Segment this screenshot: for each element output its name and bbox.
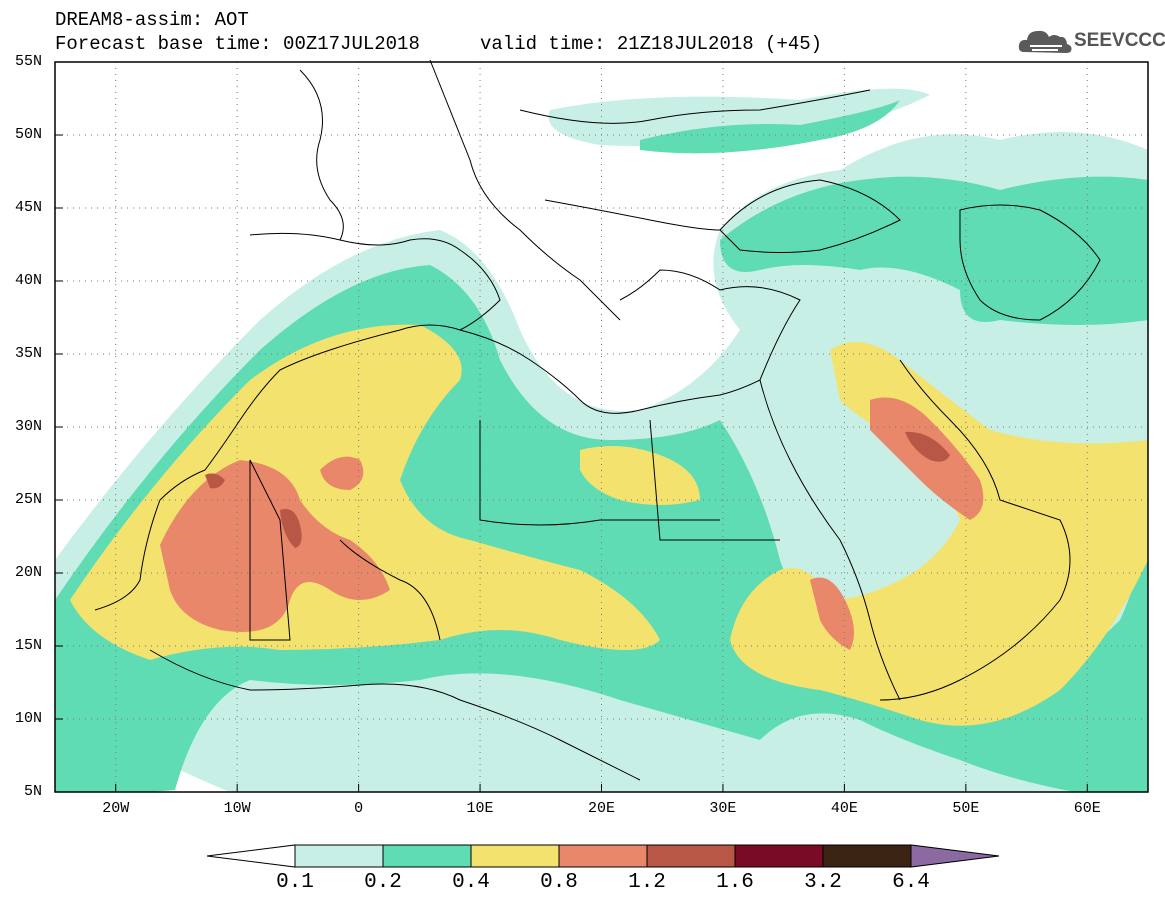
colorbar-swatch bbox=[822, 844, 912, 868]
forecast-base-time: Forecast base time: 00Z17JUL2018 bbox=[55, 33, 420, 55]
colorbar-swatch bbox=[382, 844, 472, 868]
lon-label: 40E bbox=[830, 800, 858, 817]
colorbar-level-label: 0.4 bbox=[452, 871, 490, 894]
lon-label: 0 bbox=[354, 800, 364, 817]
lat-label: 30N bbox=[14, 418, 42, 435]
lat-label: 40N bbox=[14, 272, 42, 289]
lat-label: 25N bbox=[14, 491, 42, 508]
aot-band-0.8-gulf bbox=[870, 397, 984, 520]
aot-band-0.2-north bbox=[640, 100, 900, 154]
aot-band-1.2-sahara bbox=[280, 509, 302, 548]
lat-label: 55N bbox=[14, 53, 42, 70]
valid-time: valid time: 21Z18JUL2018 (+45) bbox=[480, 33, 823, 55]
aot-band-1.2-gulf bbox=[905, 431, 950, 462]
lon-label: 60E bbox=[1073, 800, 1101, 817]
colorbar-swatch bbox=[470, 844, 560, 868]
logo-text: SEEVCCC bbox=[1074, 30, 1165, 51]
colorbar-swatch bbox=[294, 844, 384, 868]
aot-band-0.8-redsea bbox=[810, 577, 854, 650]
lat-lon-grid bbox=[55, 62, 1148, 792]
lat-label: 15N bbox=[14, 637, 42, 654]
colorbar-level-label: 6.4 bbox=[892, 871, 930, 894]
colorbar-high-arrow bbox=[910, 844, 1000, 868]
aot-band-0.1-north bbox=[548, 88, 930, 146]
lat-label: 50N bbox=[14, 126, 42, 143]
cloud-icon bbox=[1018, 30, 1072, 53]
map-title: DREAM8-assim: AOT bbox=[55, 9, 249, 31]
colorbar-level-label: 0.1 bbox=[276, 871, 314, 894]
lon-label: 50E bbox=[952, 800, 980, 817]
aot-band-1.2 bbox=[205, 473, 225, 489]
aot-contours bbox=[55, 88, 1148, 792]
aot-band-0.4-patch bbox=[580, 446, 700, 505]
lat-label: 45N bbox=[14, 199, 42, 216]
lon-label: 10E bbox=[466, 800, 494, 817]
colorbar-level-label: 1.2 bbox=[628, 871, 666, 894]
colorbar-level-label: 3.2 bbox=[804, 871, 842, 894]
colorbar-swatch bbox=[558, 844, 648, 868]
colorbar-low-arrow bbox=[206, 844, 296, 868]
lon-label: 10W bbox=[223, 800, 251, 817]
lat-label: 10N bbox=[14, 710, 42, 727]
aot-band-0.8-spot bbox=[320, 456, 364, 490]
colorbar bbox=[206, 844, 1000, 868]
seevccc-logo: SEEVCCC bbox=[1018, 24, 1165, 58]
aot-band-0.8 bbox=[160, 460, 390, 632]
colorbar-level-label: 0.2 bbox=[364, 871, 402, 894]
lat-label: 35N bbox=[14, 345, 42, 362]
coastlines bbox=[94, 59, 1101, 781]
lat-label: 5N bbox=[23, 783, 42, 800]
lon-label: 30E bbox=[709, 800, 737, 817]
axis-ticks bbox=[55, 61, 1088, 793]
colorbar-swatch bbox=[734, 844, 824, 868]
aot-band-0.2-east bbox=[720, 176, 1148, 325]
colorbar-level-label: 0.8 bbox=[540, 871, 578, 894]
colorbar-swatch bbox=[646, 844, 736, 868]
lon-label: 20W bbox=[102, 800, 130, 817]
lon-label: 20E bbox=[587, 800, 615, 817]
lat-label: 20N bbox=[14, 564, 42, 581]
colorbar-level-label: 1.6 bbox=[716, 871, 754, 894]
